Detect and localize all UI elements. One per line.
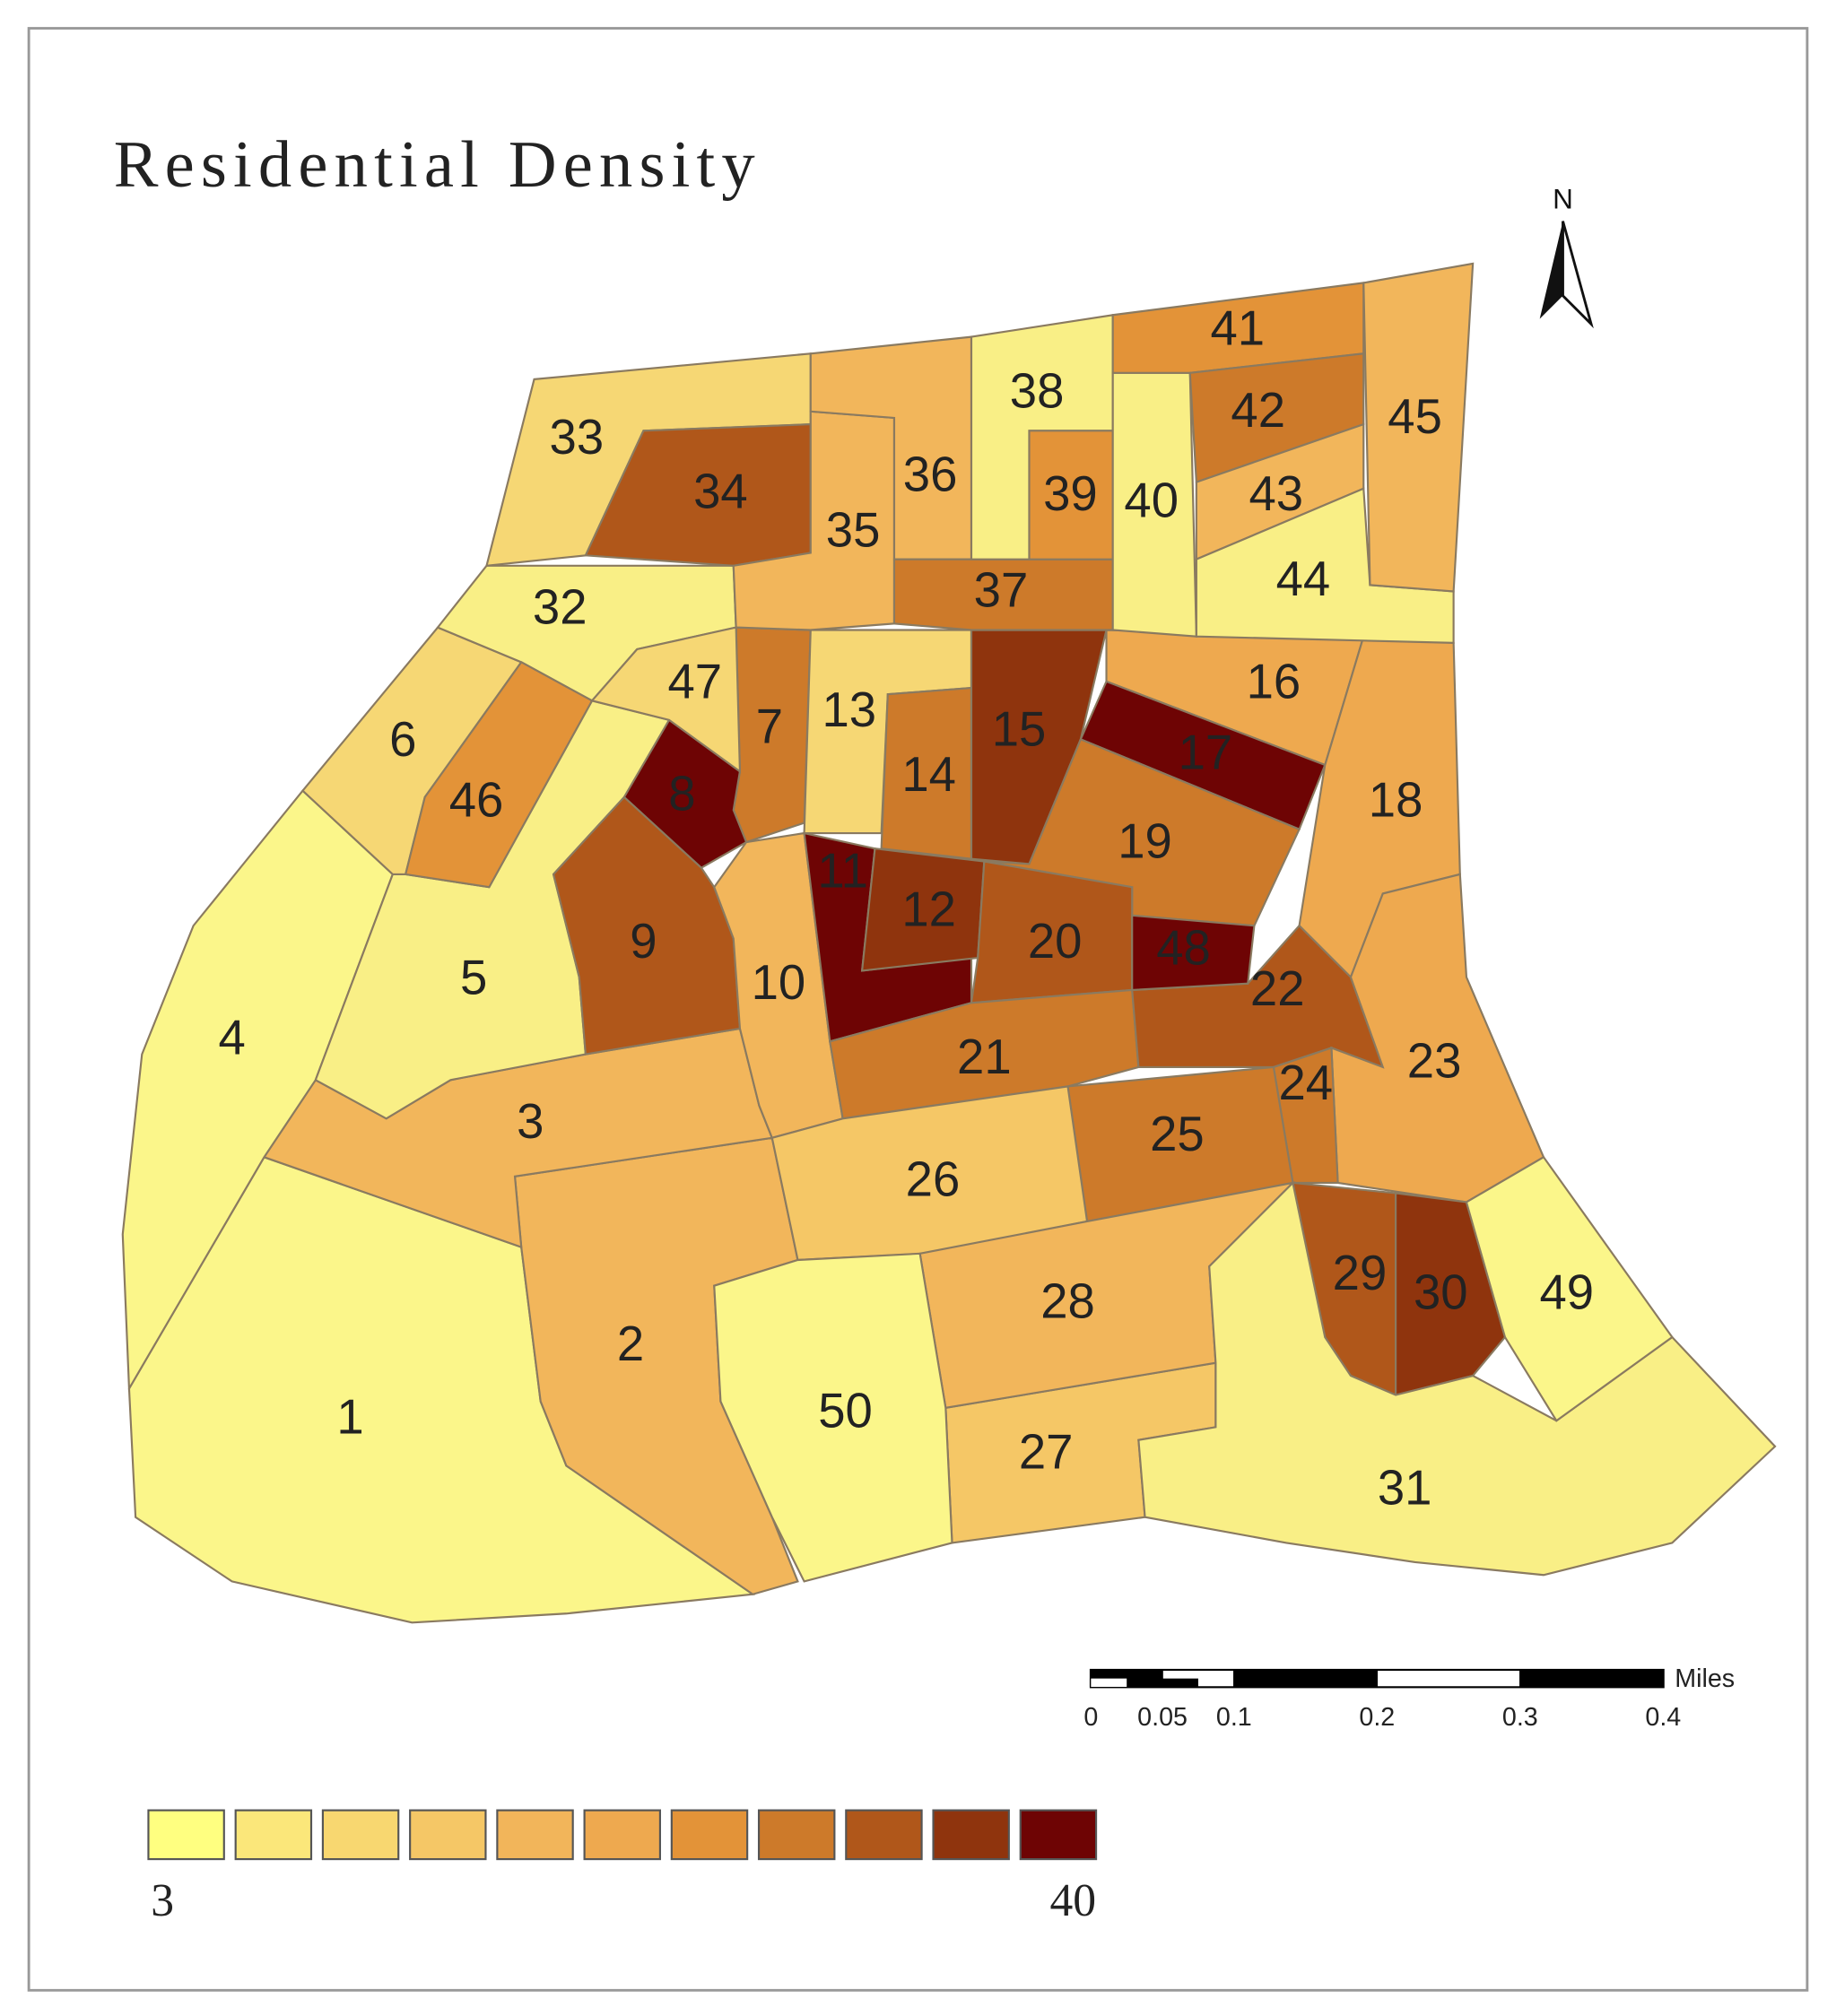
region-label: 47 bbox=[667, 655, 722, 709]
region-label: 1 bbox=[336, 1390, 363, 1445]
region bbox=[404, 660, 594, 889]
region-label: 36 bbox=[903, 448, 958, 502]
region bbox=[1330, 873, 1545, 1204]
region-label: 3 bbox=[517, 1094, 544, 1149]
legend-min-label: 3 bbox=[151, 1875, 174, 1926]
region-label: 17 bbox=[1179, 725, 1233, 779]
region-label: 13 bbox=[822, 682, 877, 737]
north-label: N bbox=[1553, 182, 1573, 214]
region-label: 42 bbox=[1231, 383, 1285, 438]
region-label: 2 bbox=[617, 1316, 644, 1371]
scale-tick-label: 0.2 bbox=[1359, 1703, 1395, 1732]
region-label: 34 bbox=[693, 464, 748, 518]
legend-swatch bbox=[321, 1809, 400, 1861]
region-label: 49 bbox=[1539, 1265, 1594, 1320]
legend-swatch bbox=[583, 1809, 661, 1861]
frame bbox=[27, 27, 1809, 1992]
region-label: 24 bbox=[1278, 1056, 1333, 1110]
region bbox=[713, 1252, 953, 1583]
legend-swatch bbox=[1019, 1809, 1098, 1861]
region-label: 10 bbox=[752, 955, 806, 1010]
scale-segment bbox=[1233, 1669, 1379, 1688]
region-label: 26 bbox=[906, 1151, 961, 1206]
region-label: 44 bbox=[1276, 552, 1331, 606]
legend-swatch bbox=[845, 1809, 923, 1861]
region-label: 31 bbox=[1378, 1460, 1432, 1515]
region bbox=[1137, 1180, 1777, 1577]
region-label: 29 bbox=[1333, 1246, 1388, 1300]
region-label: 4 bbox=[218, 1011, 245, 1065]
scale-segment bbox=[1519, 1669, 1665, 1688]
legend-swatch bbox=[234, 1809, 313, 1861]
region bbox=[1362, 262, 1475, 593]
legend-swatch bbox=[496, 1809, 574, 1861]
scale-tick-label: 0.3 bbox=[1502, 1703, 1538, 1732]
region-label: 48 bbox=[1156, 920, 1211, 975]
region bbox=[1131, 914, 1256, 992]
legend-swatch bbox=[670, 1809, 749, 1861]
region-label: 41 bbox=[1210, 300, 1265, 355]
region-label: 6 bbox=[389, 712, 416, 767]
region-label: 22 bbox=[1250, 961, 1305, 1016]
region-label: 18 bbox=[1369, 772, 1423, 827]
region-label: 7 bbox=[756, 700, 783, 754]
scale-unit: Miles bbox=[1675, 1664, 1735, 1693]
region-label: 45 bbox=[1388, 389, 1442, 444]
legend-max-label: 40 bbox=[1049, 1875, 1096, 1926]
north-arrow bbox=[1539, 221, 1563, 319]
region-label: 25 bbox=[1150, 1107, 1205, 1161]
region bbox=[590, 626, 742, 774]
region-label: 21 bbox=[957, 1030, 1012, 1084]
legend-swatch bbox=[147, 1809, 225, 1861]
region-label: 32 bbox=[533, 579, 587, 634]
scale-tick-label: 0.1 bbox=[1216, 1703, 1252, 1732]
region bbox=[1465, 1155, 1674, 1422]
region-label: 8 bbox=[668, 766, 695, 821]
region-label: 5 bbox=[460, 950, 487, 1004]
legend-swatch bbox=[932, 1809, 1010, 1861]
region-label: 9 bbox=[630, 914, 657, 969]
region-label: 15 bbox=[992, 702, 1047, 757]
region-label: 23 bbox=[1407, 1033, 1462, 1088]
region-label: 37 bbox=[974, 563, 1029, 618]
scale-subsegment bbox=[1162, 1678, 1198, 1687]
north-arrow bbox=[1562, 221, 1594, 329]
region-label: 16 bbox=[1247, 655, 1301, 709]
region-label: 43 bbox=[1249, 466, 1303, 521]
region-label: 35 bbox=[826, 502, 881, 557]
region-label: 33 bbox=[550, 410, 605, 465]
scale-subsegment bbox=[1091, 1678, 1127, 1687]
region-label: 39 bbox=[1043, 466, 1098, 521]
region-label: 50 bbox=[818, 1383, 873, 1438]
map-title: Residential Density bbox=[114, 128, 761, 202]
legend: 3 40 bbox=[147, 1809, 1098, 1926]
region-label: 14 bbox=[901, 747, 956, 802]
region-label: 19 bbox=[1118, 813, 1172, 868]
scale-tick-label: 0.05 bbox=[1137, 1703, 1188, 1732]
region-label: 46 bbox=[449, 772, 504, 827]
scale-segment bbox=[1376, 1669, 1521, 1688]
scale-tick-label: 0.4 bbox=[1645, 1703, 1681, 1732]
legend-swatch bbox=[757, 1809, 836, 1861]
scale-bar: 0 0.05 0.1 0.2 0.3 0.4 Miles bbox=[1083, 1664, 1735, 1732]
legend-swatch bbox=[409, 1809, 487, 1861]
region-label: 27 bbox=[1019, 1424, 1074, 1479]
scale-tick-label: 0 bbox=[1083, 1703, 1098, 1732]
region-label: 11 bbox=[817, 843, 868, 898]
region-label: 12 bbox=[901, 882, 956, 936]
region-label: 40 bbox=[1124, 473, 1179, 527]
region-label: 30 bbox=[1414, 1265, 1468, 1320]
region-label: 28 bbox=[1040, 1274, 1095, 1329]
region-label: 20 bbox=[1028, 914, 1083, 969]
region-label: 38 bbox=[1010, 364, 1065, 419]
